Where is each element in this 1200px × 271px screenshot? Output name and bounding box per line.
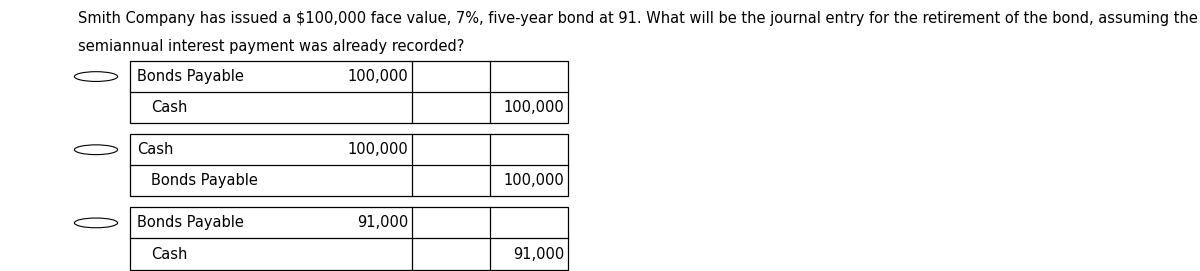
Text: 100,000: 100,000 [347,69,408,84]
Text: Bonds Payable: Bonds Payable [137,215,244,230]
Text: Bonds Payable: Bonds Payable [151,173,258,188]
Text: Cash: Cash [151,100,187,115]
Bar [130,207,568,270]
Text: 91,000: 91,000 [512,247,564,262]
Bar [130,61,568,123]
Text: 91,000: 91,000 [356,215,408,230]
Text: Cash: Cash [137,142,173,157]
Bar [130,134,568,196]
Text: Bonds Payable: Bonds Payable [137,69,244,84]
Text: Smith Company has issued a $100,000 face value, 7%, five-year bond at 91. What w: Smith Company has issued a $100,000 face… [78,11,1200,26]
Text: semiannual interest payment was already recorded?: semiannual interest payment was already … [78,39,464,54]
Text: Cash: Cash [151,247,187,262]
Text: 100,000: 100,000 [503,173,564,188]
Text: 100,000: 100,000 [503,100,564,115]
Text: 100,000: 100,000 [347,142,408,157]
